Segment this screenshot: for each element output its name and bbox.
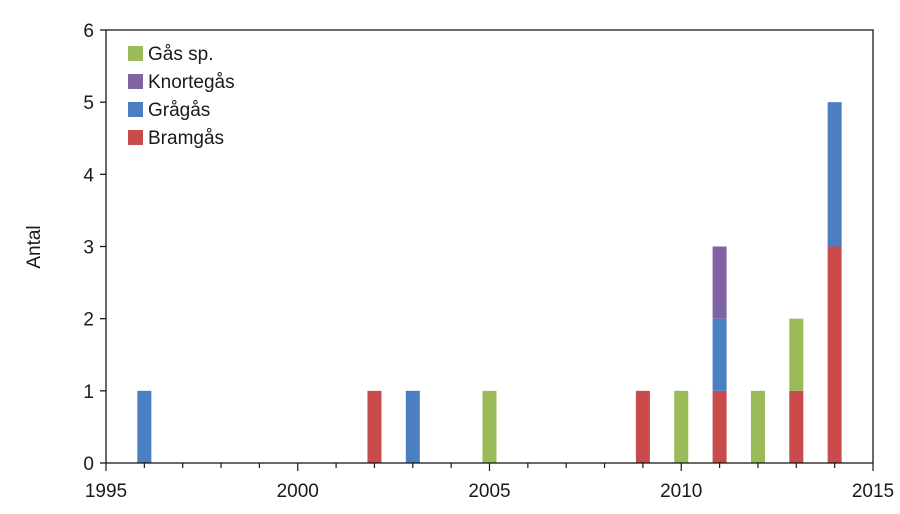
y-tick-label-0: 0 <box>83 454 94 475</box>
bar-gas-sp-2010 <box>674 390 689 463</box>
legend-swatch-knortegas <box>128 74 143 89</box>
bar-bramgas-2002 <box>367 390 382 463</box>
bar-gas-sp-2012 <box>750 390 765 463</box>
bar-gas-sp-2005 <box>482 390 497 463</box>
bar-bramgas-2013 <box>789 390 804 463</box>
bar-gragas-2014 <box>827 102 842 247</box>
axes-layer: 0 1 2 3 4 5 6 1995 2000 2005 2010 2015 <box>83 21 894 502</box>
y-tick-label-3: 3 <box>83 238 94 259</box>
legend-label-bramgas: Bramgås <box>148 128 224 149</box>
bar-bramgas-2011 <box>712 390 727 463</box>
x-tick-label-2000: 2000 <box>277 481 319 502</box>
legend-swatch-bramgas <box>128 130 143 145</box>
bar-knortegas-2011 <box>712 246 727 319</box>
x-tick-label-2005: 2005 <box>468 481 510 502</box>
y-tick-label-2: 2 <box>83 310 94 331</box>
y-tick-label-1: 1 <box>83 382 94 403</box>
legend-label-gas-sp: Gås sp. <box>148 44 213 65</box>
bar-bramgas-2009 <box>635 390 650 463</box>
legend-swatch-gragas <box>128 102 143 117</box>
x-tick-label-2015: 2015 <box>852 481 894 502</box>
x-tick-label-1995: 1995 <box>85 481 127 502</box>
legend: Gås sp. Knortegås Grågås Bramgås <box>128 44 235 149</box>
bars-layer <box>137 102 842 463</box>
legend-label-knortegas: Knortegås <box>148 72 235 93</box>
y-tick-label-4: 4 <box>83 165 94 186</box>
legend-label-gragas: Grågås <box>148 100 210 121</box>
bar-gragas-2003 <box>405 390 420 463</box>
x-tick-label-2010: 2010 <box>660 481 702 502</box>
y-tick-label-6: 6 <box>83 21 94 42</box>
y-tick-label-5: 5 <box>83 93 94 114</box>
bar-gas-sp-2013 <box>789 318 804 391</box>
bar-bramgas-2014 <box>827 246 842 463</box>
legend-swatch-gas-sp <box>128 46 143 61</box>
y-axis-title: Antal <box>24 225 45 268</box>
bar-gragas-2011 <box>712 318 727 391</box>
bar-gragas-1996 <box>137 390 152 463</box>
